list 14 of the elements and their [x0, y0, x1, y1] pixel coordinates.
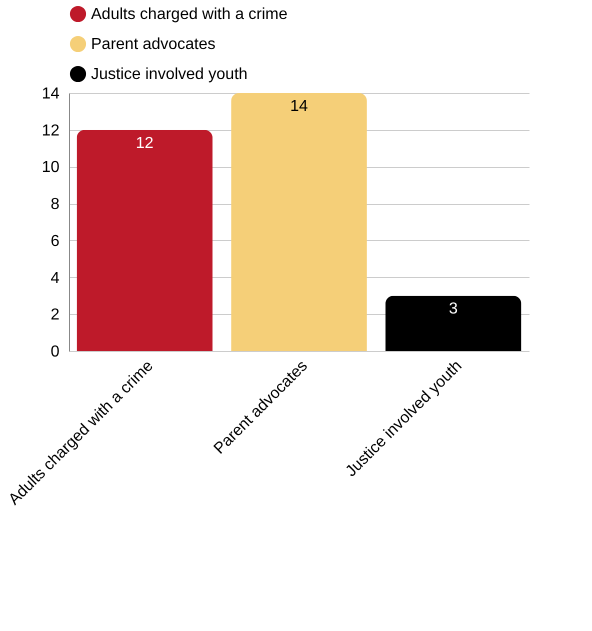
y-tick-label: 0 [50, 344, 60, 360]
y-tick-label: 4 [50, 270, 60, 287]
data-label: 14 [290, 98, 308, 115]
y-tick-label: 2 [50, 306, 60, 324]
y-tick-label: 14 [42, 86, 60, 102]
legend-label: Parent advocates [91, 36, 216, 53]
y-tick-label: 6 [50, 232, 60, 250]
y-tick-label: 12 [42, 122, 60, 140]
legend-label: Justice involved youth [91, 66, 248, 83]
data-label: 12 [136, 134, 154, 152]
legend-label: Adults charged with a crime [91, 6, 288, 23]
y-tick-label: 8 [50, 196, 60, 214]
y-tick-label: 10 [42, 159, 60, 176]
data-label: 3 [448, 300, 458, 318]
